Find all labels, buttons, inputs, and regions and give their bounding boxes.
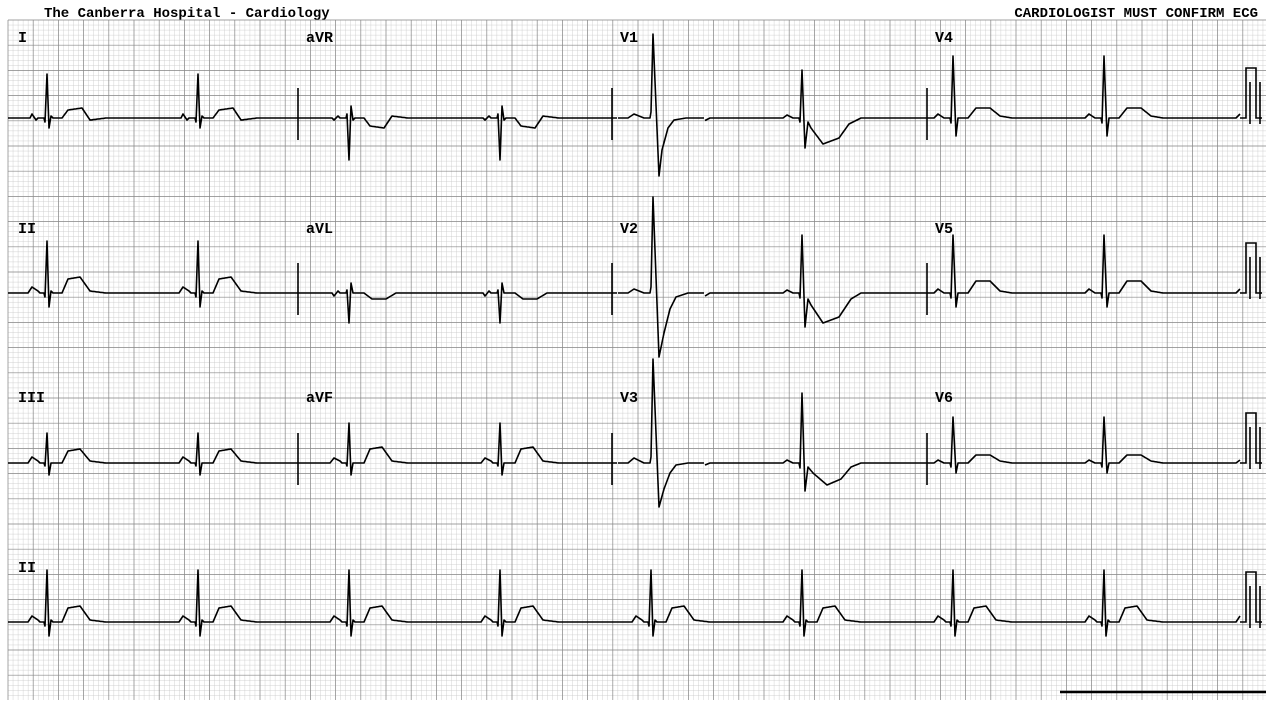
lead-label: II (18, 560, 36, 577)
lead-label: I (18, 30, 27, 47)
lead-label: aVL (306, 221, 333, 238)
lead-label: V5 (935, 221, 953, 238)
lead-label: II (18, 221, 36, 238)
lead-label: V6 (935, 390, 953, 407)
lead-label: V4 (935, 30, 953, 47)
ecg-traces (0, 0, 1268, 702)
ecg-report: The Canberra Hospital - Cardiology CARDI… (0, 0, 1268, 702)
lead-label: V3 (620, 390, 638, 407)
lead-label: aVF (306, 390, 333, 407)
lead-label: V1 (620, 30, 638, 47)
lead-label: aVR (306, 30, 333, 47)
lead-label: V2 (620, 221, 638, 238)
lead-label: III (18, 390, 45, 407)
